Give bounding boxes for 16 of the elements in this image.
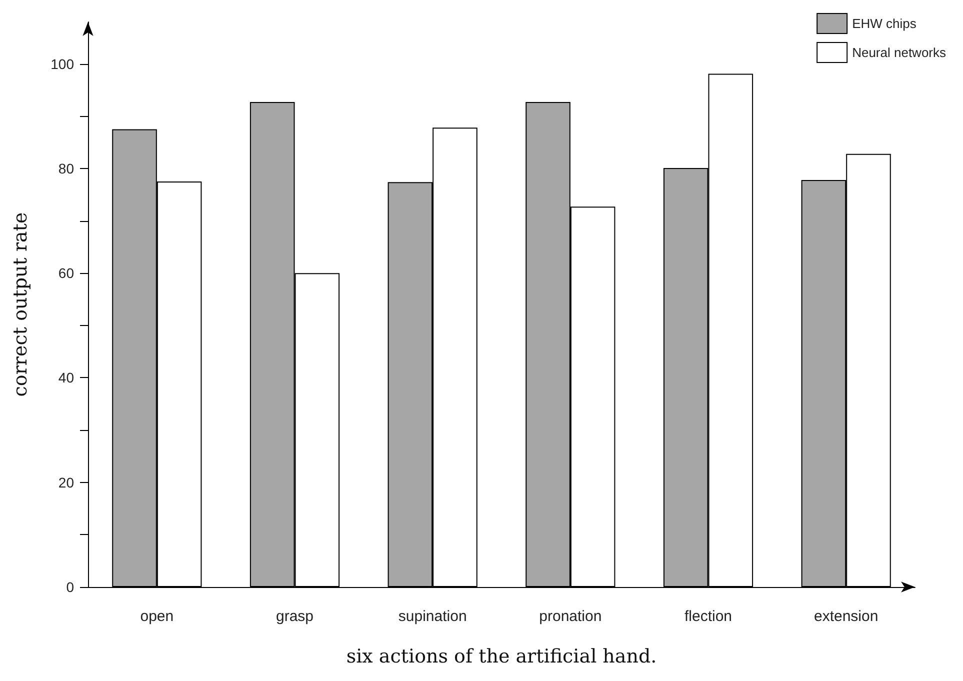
x-tick-label: supination [398,608,467,625]
y-tick-label: 0 [66,579,74,595]
x-axis-title: six actions of the artificial hand. [346,646,657,668]
x-tick-label: open [140,608,174,625]
y-tick-label: 20 [58,474,74,490]
y-tick-label: 100 [50,56,74,72]
y-tick-label: 40 [58,370,74,386]
legend-label: Neural networks [852,45,946,60]
y-tick-label: 60 [58,265,74,282]
y-axis-title: correct output rate [10,212,32,397]
x-tick-label: grasp [276,608,314,625]
x-tick-label: pronation [539,608,602,625]
x-tick-label: flection [684,608,732,625]
y-tick-label: 80 [58,160,74,176]
legend-label: EHW chips [852,16,917,31]
x-tick-label: extension [814,608,878,625]
